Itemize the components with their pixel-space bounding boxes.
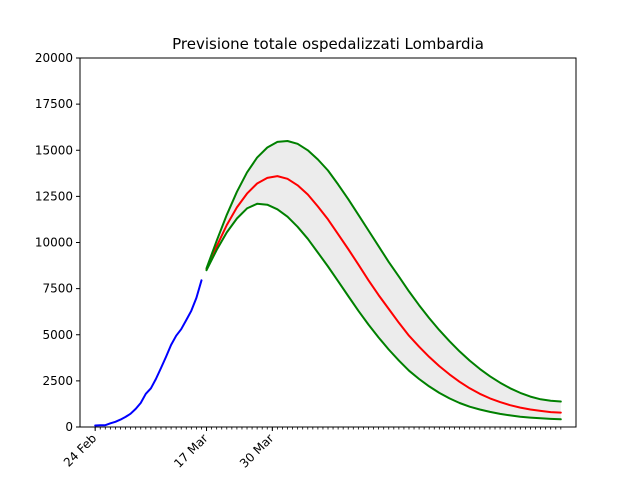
y-tick-label: 12500	[35, 189, 73, 203]
y-axis: 0 2500 5000 7500 10000 12500 15000 17500 20000	[35, 51, 80, 434]
y-tick-label: 20000	[35, 51, 73, 65]
confidence-band-layer	[206, 141, 561, 420]
chart-title: Previsione totale ospedalizzati Lombardi…	[172, 35, 484, 53]
x-axis: 24 Feb 17 Mar 30 Mar	[61, 427, 562, 471]
y-tick-label: 15000	[35, 143, 73, 157]
x-tick-label: 17 Mar	[171, 431, 210, 470]
y-tick-label: 10000	[35, 236, 73, 250]
y-tick-label: 17500	[35, 97, 73, 111]
x-tick-label: 24 Feb	[61, 431, 99, 469]
upper-bound-series-line	[205, 140, 562, 403]
y-tick-label: 5000	[42, 328, 73, 342]
x-tick-label: 30 Mar	[237, 431, 276, 470]
observed-series-line	[94, 279, 203, 427]
y-tick-label: 0	[65, 420, 73, 434]
lower-bound-series-line	[205, 202, 562, 421]
y-tick-label: 2500	[42, 374, 73, 388]
confidence-band	[206, 141, 561, 420]
series-layer	[94, 140, 562, 427]
plot-frame	[79, 57, 577, 428]
y-tick-label: 7500	[42, 282, 73, 296]
forecast-series-line	[205, 175, 562, 414]
